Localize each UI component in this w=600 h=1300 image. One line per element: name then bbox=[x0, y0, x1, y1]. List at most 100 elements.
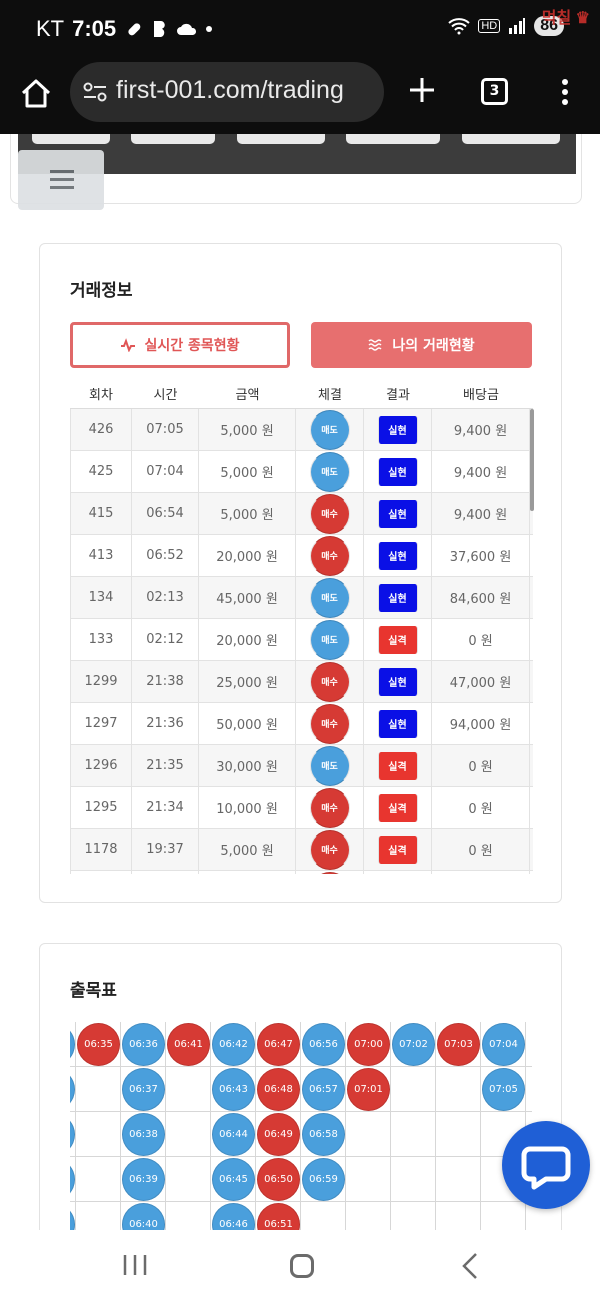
site-settings-icon[interactable] bbox=[82, 80, 108, 104]
top-tab[interactable] bbox=[462, 134, 560, 144]
table-row: 1295 21:34 10,000 원 매수 실격 0 원 bbox=[70, 787, 533, 829]
url-text[interactable]: first-001.com/trading bbox=[116, 76, 344, 104]
cell-result: 실현 bbox=[364, 535, 432, 576]
cell-payout: 9,400 원 bbox=[432, 493, 530, 534]
side-badge: 매도 bbox=[309, 577, 350, 618]
top-tab[interactable] bbox=[346, 134, 440, 144]
table-row: 134 02:13 45,000 원 매도 실현 84,600 원 bbox=[70, 577, 533, 619]
cell-amount: 50,000 원 bbox=[199, 703, 296, 744]
grid-cell bbox=[70, 1157, 76, 1202]
recent-apps-icon[interactable] bbox=[122, 1254, 148, 1276]
table-row: 415 06:54 5,000 원 매수 실현 9,400 원 bbox=[70, 493, 533, 535]
col-header-round: 회차 bbox=[89, 388, 113, 403]
top-tab[interactable] bbox=[32, 134, 110, 144]
cell-time: 06:54 bbox=[132, 493, 199, 534]
my-trades-button[interactable]: 나의 거래현황 bbox=[311, 322, 532, 368]
cell-side: 매도 bbox=[296, 451, 364, 492]
grid-cell bbox=[436, 1157, 481, 1202]
grid-cell bbox=[121, 1202, 166, 1230]
cell-time: 07:05 bbox=[132, 409, 199, 450]
col-header-side: 체결 bbox=[318, 388, 342, 403]
cell-payout: 0 원 bbox=[432, 829, 530, 870]
tab-switcher-button[interactable]: 3 bbox=[481, 78, 508, 105]
result-ball: 06:37 bbox=[122, 1068, 165, 1111]
result-grid: 0123406:3506:3606:3706:3806:3906:4006:41… bbox=[70, 1022, 532, 1230]
battery-indicator: 86 bbox=[534, 16, 564, 36]
grid-cell bbox=[76, 1112, 121, 1157]
grid-cell bbox=[76, 1022, 121, 1067]
result-ball: 06:57 bbox=[302, 1068, 345, 1111]
cell-time: 07:04 bbox=[132, 451, 199, 492]
grid-cell bbox=[526, 1067, 532, 1112]
result-ball: 06:42 bbox=[212, 1023, 255, 1066]
chat-bubble-icon bbox=[521, 1146, 571, 1190]
result-ball: 07:01 bbox=[347, 1068, 390, 1111]
grid-cell bbox=[301, 1112, 346, 1157]
more-menu-icon[interactable] bbox=[553, 76, 577, 108]
cell-result: 실현 bbox=[364, 703, 432, 744]
result-badge: 실격 bbox=[377, 751, 418, 780]
grid-cell bbox=[301, 1067, 346, 1112]
cell-round bbox=[70, 871, 132, 874]
table-row: 413 06:52 20,000 원 매수 실현 37,600 원 bbox=[70, 535, 533, 577]
hamburger-menu-button[interactable] bbox=[18, 150, 104, 210]
table-row: 1299 21:38 25,000 원 매수 실현 47,000 원 bbox=[70, 661, 533, 703]
grid-cell bbox=[76, 1157, 121, 1202]
trade-info-card: 거래정보 실시간 종목현황 나의 거래현황 회차 시간 금액 체결 결과 배당금… bbox=[39, 243, 562, 903]
menu-line bbox=[50, 186, 74, 189]
new-tab-icon[interactable] bbox=[406, 74, 438, 106]
cell-payout: 0 원 bbox=[432, 619, 530, 660]
cell-time: 19:37 bbox=[132, 829, 199, 870]
result-badge: 실현 bbox=[377, 583, 418, 612]
grid-cell bbox=[256, 1202, 301, 1230]
result-ball: 06:43 bbox=[212, 1068, 255, 1111]
grid-cell bbox=[166, 1112, 211, 1157]
grid-cell bbox=[346, 1112, 391, 1157]
status-bar: KT 7:05 HD 86 먹칠 ♛ bbox=[0, 0, 600, 60]
home-nav-icon[interactable] bbox=[290, 1254, 314, 1278]
table-row: 1296 21:35 30,000 원 매도 실격 0 원 bbox=[70, 745, 533, 787]
cell-payout: 84,600 원 bbox=[432, 577, 530, 618]
grid-cell bbox=[301, 1157, 346, 1202]
cell-side: 매수 bbox=[296, 661, 364, 702]
cell-side: 매도 bbox=[296, 577, 364, 618]
menu-line bbox=[50, 178, 74, 181]
cell-payout bbox=[432, 871, 530, 874]
grid-cell bbox=[166, 1067, 211, 1112]
cell-round: 1299 bbox=[70, 661, 132, 702]
result-ball: 06:36 bbox=[122, 1023, 165, 1066]
address-bar[interactable]: first-001.com/trading bbox=[70, 62, 384, 122]
table-scrollbar[interactable] bbox=[530, 409, 534, 511]
cell-amount: 25,000 원 bbox=[199, 661, 296, 702]
cell-result: 실현 bbox=[364, 577, 432, 618]
back-icon[interactable] bbox=[460, 1252, 480, 1280]
cell-amount: 5,000 원 bbox=[199, 829, 296, 870]
grid-cell bbox=[436, 1022, 481, 1067]
home-icon[interactable] bbox=[18, 76, 54, 112]
chat-button[interactable] bbox=[502, 1121, 590, 1209]
grid-cell bbox=[391, 1067, 436, 1112]
grid-cell bbox=[481, 1067, 526, 1112]
wifi-icon bbox=[448, 18, 470, 35]
result-ball: 07:00 bbox=[347, 1023, 390, 1066]
cell-amount: 10,000 원 bbox=[199, 787, 296, 828]
realtime-status-button[interactable]: 실시간 종목현황 bbox=[70, 322, 290, 368]
cell-side: 매수 bbox=[296, 787, 364, 828]
cell-side: 매수 bbox=[296, 871, 364, 874]
cell-amount: 5,000 원 bbox=[199, 409, 296, 450]
table-row: 426 07:05 5,000 원 매도 실현 9,400 원 bbox=[70, 409, 533, 451]
top-tab[interactable] bbox=[131, 134, 215, 144]
side-badge: 매수 bbox=[309, 871, 350, 874]
cell-side: 매수 bbox=[296, 493, 364, 534]
grid-cell bbox=[211, 1157, 256, 1202]
cell-result: 실격 bbox=[364, 829, 432, 870]
cell-result bbox=[364, 871, 432, 874]
side-badge: 매수 bbox=[309, 493, 350, 534]
signal-icon bbox=[509, 18, 526, 34]
cell-round: 1178 bbox=[70, 829, 132, 870]
trade-table-body[interactable]: 426 07:05 5,000 원 매도 실현 9,400 원 425 07:04 5,000 … bbox=[70, 408, 533, 874]
col-header-result: 결과 bbox=[386, 388, 410, 403]
realtime-status-label: 실시간 종목현황 bbox=[144, 338, 240, 354]
top-tab[interactable] bbox=[237, 134, 325, 144]
cell-round: 425 bbox=[70, 451, 132, 492]
